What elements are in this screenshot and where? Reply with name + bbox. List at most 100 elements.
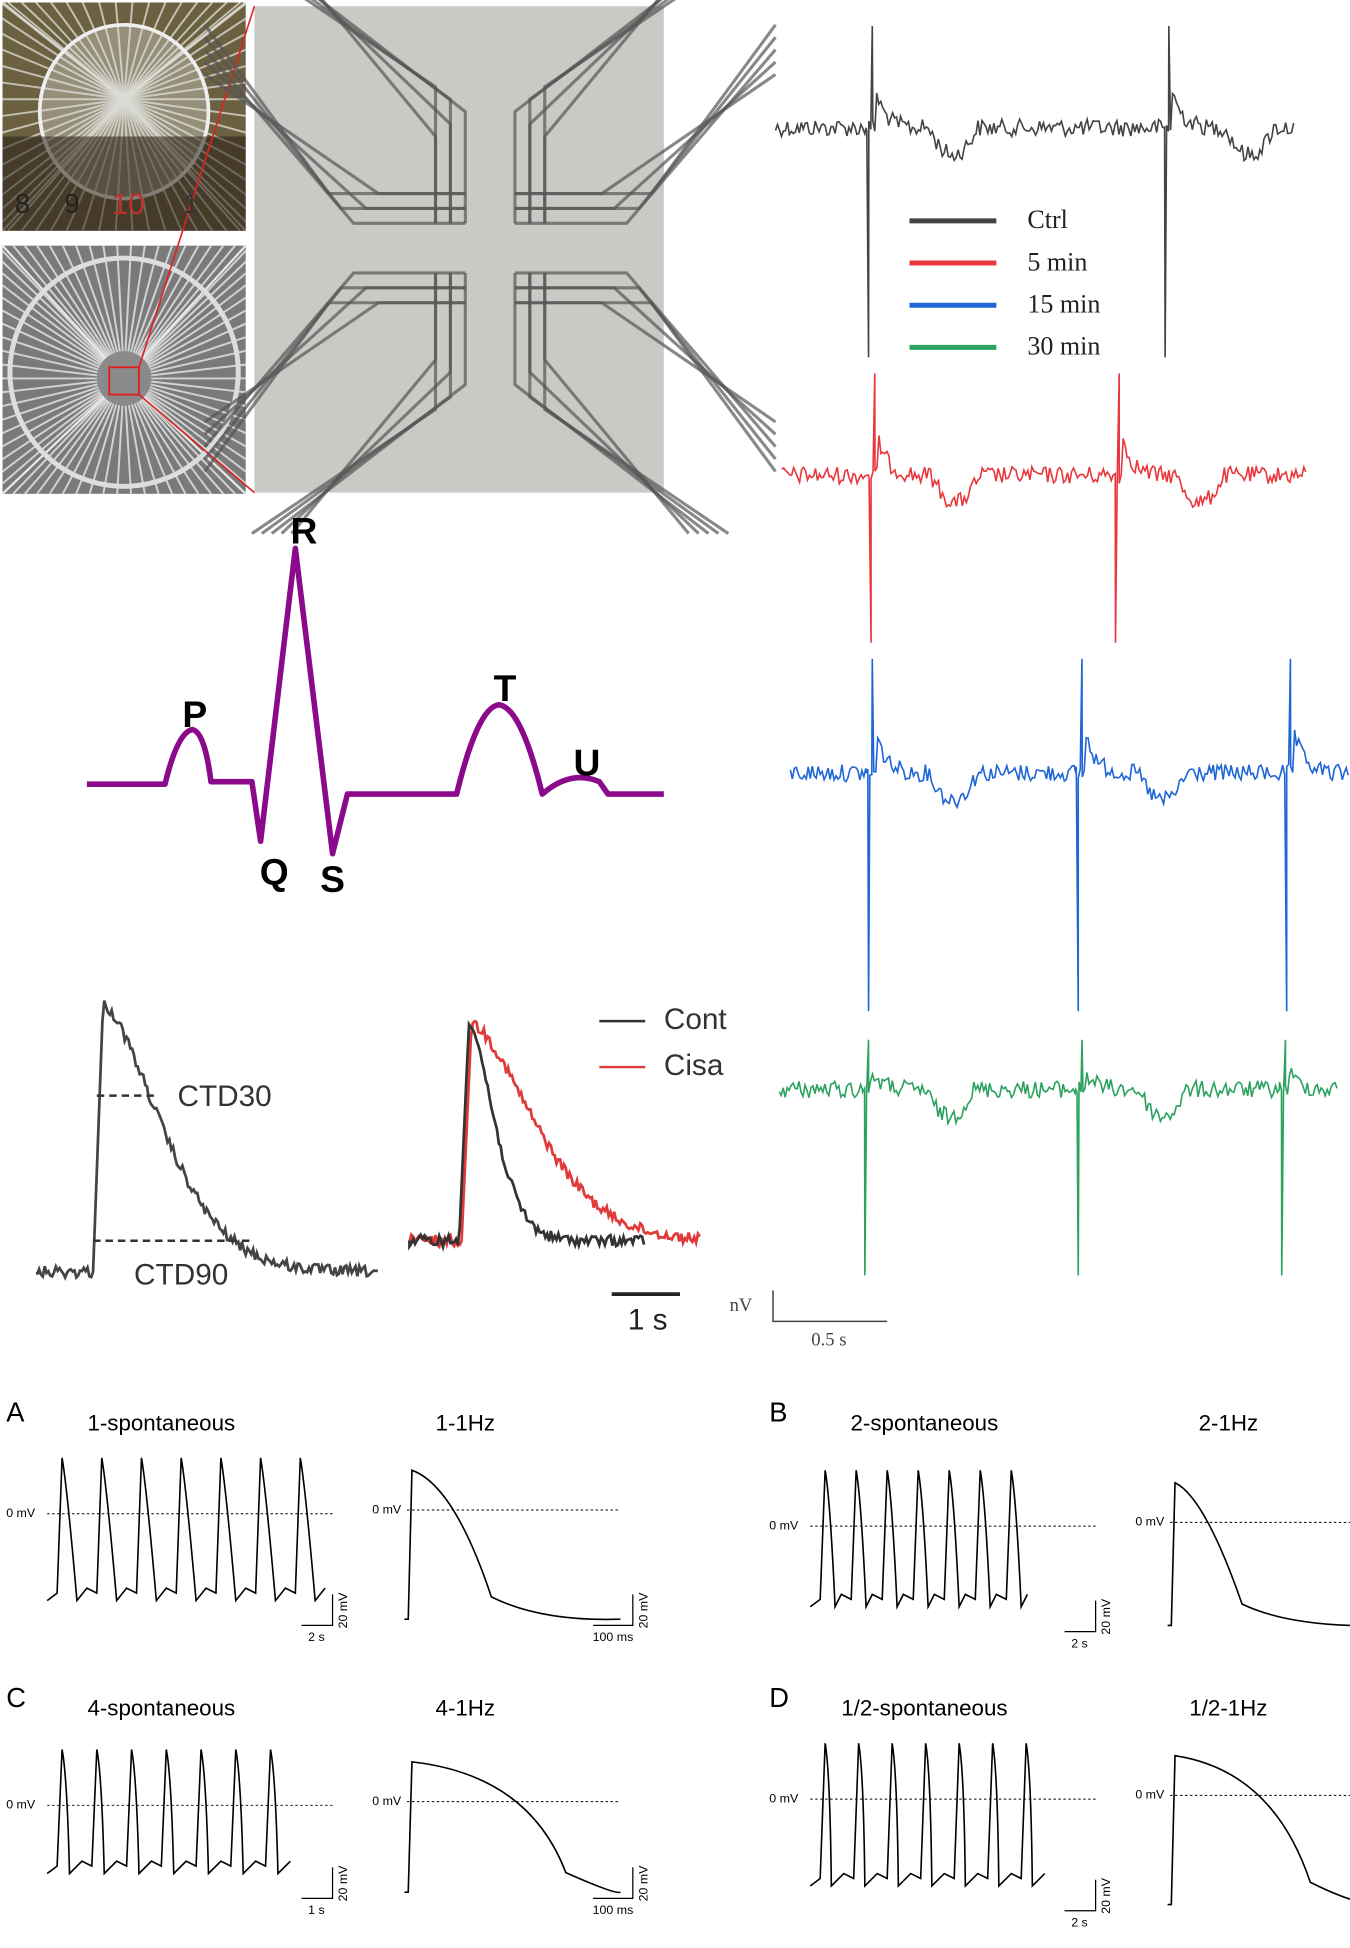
panel-letter: A: [6, 1397, 25, 1428]
photo-line: [114, 2, 126, 100]
ap-train: [809, 1743, 1046, 1888]
photo-label: 10: [112, 188, 145, 221]
photo-line: [123, 1, 228, 100]
electrode: [528, 272, 720, 535]
electrode: [203, 286, 466, 461]
photo-line: [1, 17, 125, 101]
electrode: [203, 271, 466, 448]
scale-y: 20 mV: [636, 1592, 650, 1629]
electrode: [203, 48, 466, 225]
photo-line: [20, 1, 125, 100]
zoom-box: [108, 366, 140, 396]
legend-label: 30 min: [1027, 332, 1100, 361]
ecg-label: T: [494, 667, 517, 709]
photo-line: [123, 2, 134, 100]
ecg-label: R: [291, 509, 318, 551]
electrode: [543, 272, 730, 535]
photo-line: [123, 1, 214, 100]
photo-line: [1, 261, 125, 380]
trace-scale: nV 0.5 s: [730, 1290, 888, 1351]
photo-line: [24, 245, 125, 380]
trace: [774, 26, 1295, 358]
ecg-label: Q: [260, 851, 289, 893]
scale-bar: [1064, 1879, 1097, 1912]
scale-label: 0.5 s: [811, 1330, 846, 1351]
photo-zoom: [254, 6, 664, 493]
electrode: [514, 36, 777, 210]
scale-bar: [593, 1594, 634, 1627]
photo-line: [123, 48, 247, 101]
scale-bar: [301, 1594, 334, 1627]
scale-bar: [772, 1290, 888, 1323]
ctd-trace: [408, 1020, 646, 1253]
electrode: [543, 0, 677, 224]
ctd30-label: CTD30: [177, 1080, 271, 1113]
scale-x: 2 s: [1071, 1636, 1088, 1650]
photo-line: [123, 98, 246, 134]
electrode: [203, 23, 466, 196]
photo-label: 1: [184, 188, 199, 219]
photo-line: [2, 48, 125, 101]
photo-line: [81, 2, 126, 100]
legend-label: Cisa: [664, 1049, 724, 1082]
photo-line: [98, 2, 126, 100]
scale-y: 20 mV: [1099, 1877, 1113, 1914]
photo-line: [12, 245, 125, 380]
ecg-label: S: [320, 858, 345, 900]
photo-line: [123, 32, 247, 101]
ap-train: [809, 1470, 1029, 1610]
scale-y: 20 mV: [336, 1865, 350, 1902]
photo-line: [2, 65, 125, 101]
ctd90-label: CTD90: [134, 1259, 228, 1292]
trace: [778, 1039, 1338, 1276]
ecg-label: U: [573, 741, 600, 783]
trace: [789, 658, 1350, 1012]
photo-line: [2, 32, 125, 101]
panel-title: 1/2-1Hz: [1189, 1696, 1267, 1721]
panel-title: 1-spontaneous: [87, 1410, 235, 1435]
scale-x: 1 s: [308, 1903, 325, 1917]
electrode: [514, 23, 777, 196]
panel-title: 4-spontaneous: [87, 1696, 235, 1721]
electrode: [514, 48, 777, 225]
panel-letter: D: [769, 1682, 789, 1713]
legend-label: 15 min: [1027, 289, 1100, 318]
panel-title: 2-1Hz: [1199, 1410, 1259, 1435]
photo-line: [35, 1, 125, 100]
decoration: [0, 0, 1350, 1281]
panel-title: 4-1Hz: [436, 1696, 496, 1721]
zero-label: 0 mV: [769, 1518, 799, 1532]
panel-letter: B: [769, 1397, 787, 1428]
electrode: [528, 0, 670, 224]
ap-train: [46, 1457, 326, 1603]
zero-label: 0 mV: [372, 1502, 402, 1516]
legend-label: 5 min: [1027, 247, 1087, 276]
legend-label: Ctrl: [1027, 205, 1068, 234]
photo-line: [123, 98, 246, 117]
photo-well: [7, 255, 241, 489]
trace-legend: Ctrl 5 min 15 min 30 min: [909, 205, 1100, 361]
scale-y: 20 mV: [1099, 1598, 1113, 1635]
photo-line: [123, 17, 247, 101]
ecg-label: P: [182, 693, 207, 735]
zoom-line: [138, 393, 255, 494]
electrode: [317, 0, 467, 224]
ctd-trace: [408, 1019, 701, 1251]
zero-label: 0 mV: [372, 1794, 402, 1808]
ctd-labels: CTD30 CTD90 Cont Cisa 1 s: [93, 1003, 727, 1336]
scale-unit: nV: [730, 1295, 753, 1316]
trace: [781, 373, 1307, 643]
photo-line: [2, 81, 125, 101]
photo-center: [96, 351, 152, 406]
scale-bar: [593, 1867, 634, 1899]
photo-line: [1, 245, 125, 380]
electrode: [203, 301, 466, 473]
electrode: [514, 301, 777, 473]
scale-label: 1 s: [628, 1303, 668, 1336]
legend-label: Cont: [664, 1003, 728, 1036]
photo-floor: [2, 136, 246, 231]
ap-single: [404, 1469, 621, 1621]
scale-x: 2 s: [1071, 1915, 1088, 1929]
panel-letter: C: [6, 1682, 26, 1713]
